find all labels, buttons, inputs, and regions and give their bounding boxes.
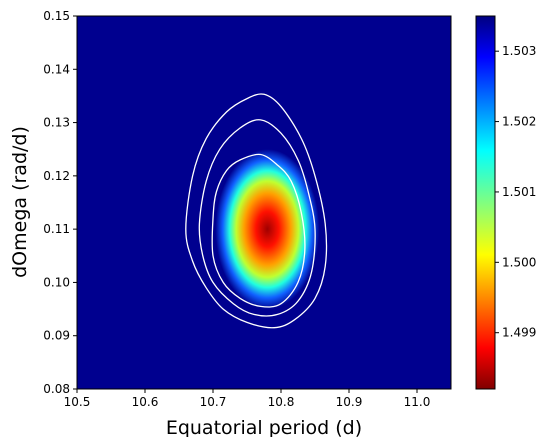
y-axis: 0.08 0.09 0.10 0.11 0.12 0.13 0.14 0.15 bbox=[43, 9, 77, 396]
colorbar bbox=[475, 15, 496, 390]
contour-line-inner bbox=[211, 153, 306, 308]
contour-line-outer bbox=[185, 93, 328, 329]
heatmap-minimum-region bbox=[215, 149, 320, 310]
y-tick-label: 0.09 bbox=[43, 329, 70, 343]
y-tick-label: 0.14 bbox=[43, 62, 70, 76]
y-tick-label: 0.10 bbox=[43, 275, 70, 289]
y-tick-label: 0.15 bbox=[43, 9, 70, 23]
y-axis-label: dOmega (rad/d) bbox=[9, 126, 31, 278]
x-axis: 10.5 10.6 10.7 10.8 10.9 11.0 bbox=[64, 389, 431, 409]
colorbar-axis: 1.499 1.500 1.501 1.502 1.503 bbox=[495, 44, 536, 340]
contour-line-middle bbox=[198, 119, 316, 317]
colorbar-tick-label: 1.500 bbox=[502, 255, 536, 269]
x-tick-label: 10.8 bbox=[268, 395, 295, 409]
x-tick-label: 11.0 bbox=[404, 395, 431, 409]
x-tick-label: 10.9 bbox=[336, 395, 363, 409]
plot-frame bbox=[76, 15, 452, 390]
x-axis-label: Equatorial period (d) bbox=[166, 417, 362, 437]
contour-lines bbox=[185, 93, 328, 329]
colorbar-tick-label: 1.503 bbox=[502, 44, 536, 58]
y-tick-label: 0.08 bbox=[43, 382, 70, 396]
colorbar-tick-label: 1.501 bbox=[502, 185, 536, 199]
x-tick-label: 10.7 bbox=[200, 395, 227, 409]
colorbar-tick-label: 1.499 bbox=[502, 326, 536, 340]
x-tick-label: 10.6 bbox=[132, 395, 159, 409]
y-tick-label: 0.13 bbox=[43, 116, 70, 130]
y-tick-label: 0.12 bbox=[43, 169, 70, 183]
colorbar-tick-label: 1.502 bbox=[502, 115, 536, 129]
y-tick-label: 0.11 bbox=[43, 222, 70, 236]
x-tick-label: 10.5 bbox=[64, 395, 91, 409]
